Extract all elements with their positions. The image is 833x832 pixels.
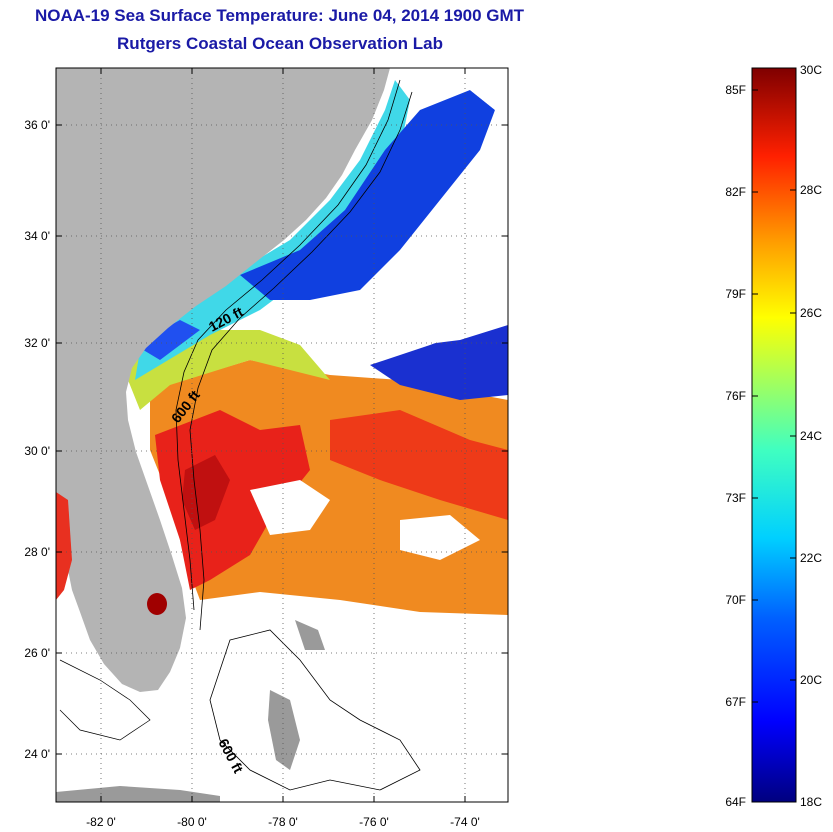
lake-okeechobee	[147, 593, 167, 615]
sst-cold-offshore	[370, 315, 508, 400]
sst-hot-east	[330, 410, 508, 520]
celsius-label: 30C	[800, 63, 822, 77]
sst-hot-region	[155, 410, 310, 590]
celsius-label: 26C	[800, 306, 822, 320]
land-bahamas	[268, 690, 300, 770]
sst-cold-nearshore	[135, 320, 200, 360]
map-tick-marks	[56, 68, 508, 802]
bathymetry-contour-bahamas	[209, 629, 421, 791]
map-frame	[55, 67, 509, 803]
colorbar-ticks	[752, 89, 796, 703]
land-southeast-us	[56, 68, 390, 692]
latitude-labels: 36 0' 34 0' 32 0' 30 0' 28 0' 26 0' 24 0…	[24, 118, 50, 761]
lat-label: 28 0'	[24, 545, 50, 559]
lat-label: 26 0'	[24, 646, 50, 660]
fahrenheit-label: 73F	[725, 491, 746, 505]
land-bahamas	[295, 620, 325, 650]
colorbar	[751, 67, 797, 803]
bathymetry-contour-florida-bay	[59, 659, 151, 741]
sst-cool-shelf	[135, 80, 410, 380]
land-cuba	[56, 786, 220, 802]
fahrenheit-label: 64F	[725, 795, 746, 809]
lon-label: -78 0'	[268, 815, 298, 829]
fahrenheit-label: 67F	[725, 695, 746, 709]
fahrenheit-label: 82F	[725, 185, 746, 199]
fahrenheit-label: 70F	[725, 593, 746, 607]
celsius-label: 28C	[800, 183, 822, 197]
bathymetry-contour-120ft	[175, 79, 401, 611]
celsius-label: 22C	[800, 551, 822, 565]
map-panel	[56, 68, 508, 802]
fahrenheit-label: 79F	[725, 287, 746, 301]
lat-label: 24 0'	[24, 747, 50, 761]
celsius-label: 18C	[800, 795, 822, 809]
lon-label: -82 0'	[86, 815, 116, 829]
sst-darkred-core	[182, 455, 230, 530]
map-gridlines	[56, 68, 508, 802]
cloud-patch	[300, 270, 508, 365]
celsius-label: 24C	[800, 429, 822, 443]
cloud-patch	[250, 480, 330, 535]
colorbar-fahrenheit-labels: 85F 82F 79F 76F 73F 70F 67F 64F	[725, 83, 746, 809]
bathymetry-contour-600ft	[189, 91, 413, 631]
fahrenheit-label: 85F	[725, 83, 746, 97]
lon-label: -76 0'	[359, 815, 389, 829]
fahrenheit-label: 76F	[725, 389, 746, 403]
cloud-patch	[400, 515, 480, 560]
colorbar-celsius-labels: 30C 28C 26C 24C 22C 20C 18C	[800, 63, 822, 809]
lat-label: 36 0'	[24, 118, 50, 132]
lat-label: 34 0'	[24, 229, 50, 243]
sst-cold-water	[240, 90, 495, 300]
celsius-label: 20C	[800, 673, 822, 687]
sst-gulf-strip	[56, 492, 72, 600]
map-subtitle: Rutgers Coastal Ocean Observation Lab	[117, 34, 443, 53]
lat-label: 32 0'	[24, 336, 50, 350]
map-title: NOAA-19 Sea Surface Temperature: June 04…	[34, 6, 525, 25]
lon-label: -80 0'	[177, 815, 207, 829]
lon-label: -74 0'	[450, 815, 480, 829]
longitude-labels: -82 0' -80 0' -78 0' -76 0' -74 0'	[86, 815, 480, 829]
lat-label: 30 0'	[24, 444, 50, 458]
cloud-patch	[420, 68, 508, 250]
